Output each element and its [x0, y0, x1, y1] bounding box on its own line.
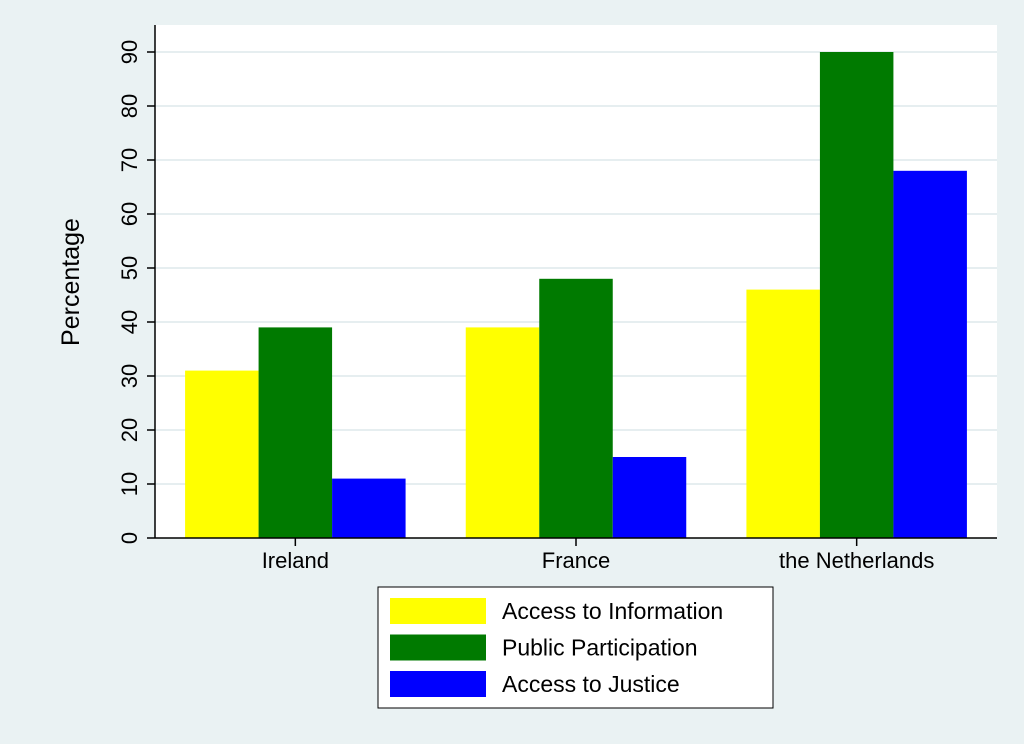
bar: [612, 457, 687, 538]
y-tick-label: 60: [117, 202, 142, 226]
bar: [185, 370, 259, 538]
bar: [893, 170, 967, 539]
y-tick-label: 0: [117, 532, 142, 544]
legend-label: Public Participation: [502, 635, 698, 661]
bar: [746, 289, 820, 538]
y-tick-label: 80: [117, 94, 142, 118]
y-axis-ticks: 0 10 20 30 40 50 60 70 80 90: [117, 40, 155, 544]
legend-label: Access to Information: [502, 598, 723, 624]
bars: [185, 52, 967, 539]
bar: [332, 478, 406, 538]
bar: [465, 327, 540, 538]
bar: [258, 327, 333, 538]
legend-label: Access to Justice: [502, 671, 680, 697]
y-tick-label: 20: [117, 418, 142, 442]
x-tick-label: Ireland: [262, 548, 329, 573]
x-tick-label: the Netherlands: [779, 548, 934, 573]
x-tick-label: France: [542, 548, 610, 573]
bar: [539, 278, 613, 538]
y-tick-label: 40: [117, 310, 142, 334]
legend: Access to Information Public Participatio…: [377, 586, 774, 709]
x-axis-ticks: Ireland France the Netherlands: [262, 538, 934, 573]
y-tick-label: 30: [117, 364, 142, 388]
legend-swatch: [390, 671, 486, 697]
y-tick-label: 90: [117, 40, 142, 64]
y-tick-label: 70: [117, 148, 142, 172]
bar: [819, 52, 894, 538]
legend-swatch: [390, 634, 486, 661]
legend-swatch: [390, 598, 486, 624]
y-tick-label: 10: [117, 472, 142, 496]
y-tick-label: 50: [117, 256, 142, 280]
y-axis-title: Percentage: [57, 218, 85, 346]
